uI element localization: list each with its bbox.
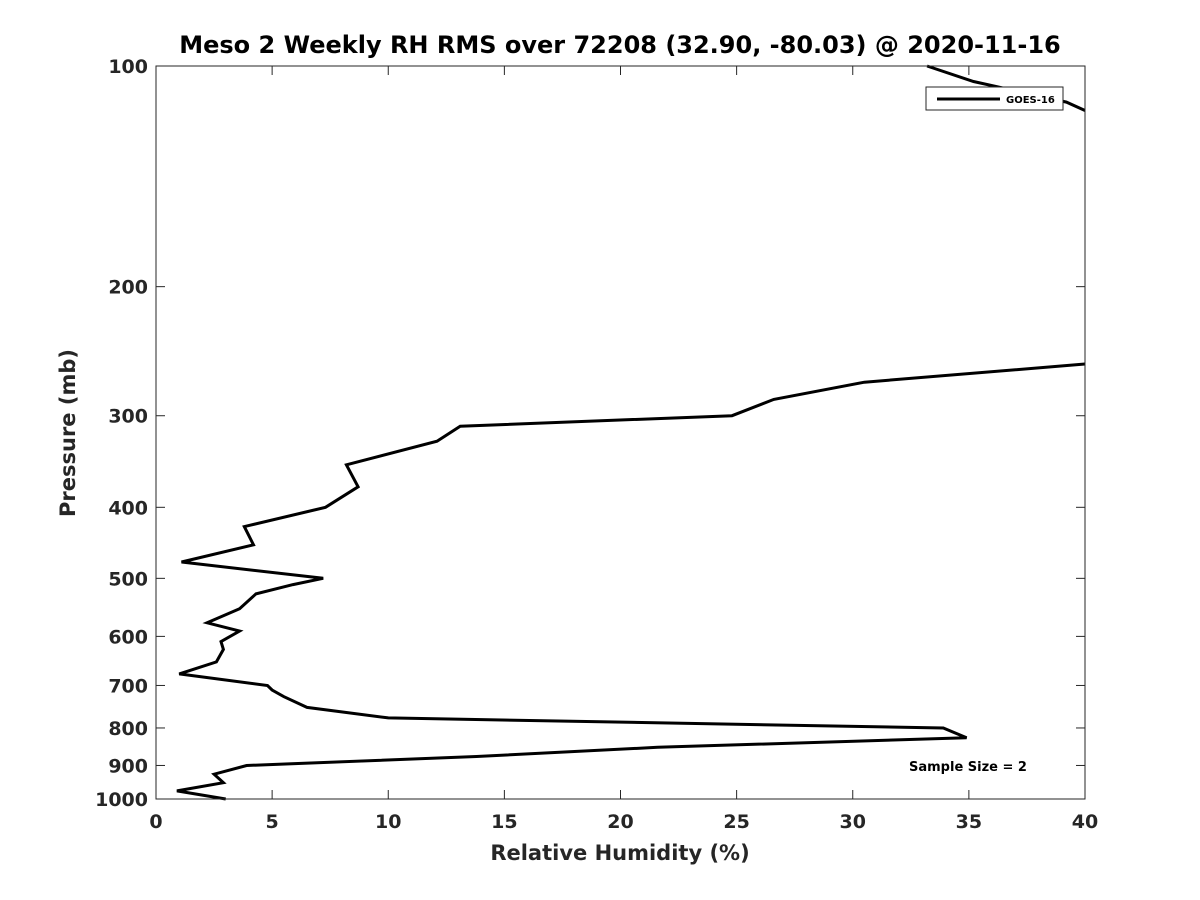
- y-tick-label: 1000: [95, 789, 148, 811]
- y-tick-label: 900: [108, 755, 148, 777]
- y-tick-label: 800: [108, 718, 148, 740]
- axes-frame: [155, 65, 1086, 800]
- series-line-goes16: [176, 362, 1086, 801]
- legend-label-goes16: GOES-16: [1006, 95, 1055, 106]
- legend: GOES-16: [925, 86, 1064, 111]
- x-tick-label: 35: [956, 811, 982, 833]
- y-tick-label: 100: [108, 56, 148, 78]
- x-tick-label: 15: [491, 811, 517, 833]
- y-tick-label: 400: [108, 497, 148, 519]
- x-tick-label: 30: [840, 811, 866, 833]
- x-tick-label: 10: [375, 811, 401, 833]
- y-axis-label: Pressure (mb): [56, 349, 80, 517]
- y-tick-label: 500: [108, 568, 148, 590]
- plot-area: [176, 64, 1086, 801]
- x-tick-label: 0: [149, 811, 162, 833]
- x-tick-label: 40: [1072, 811, 1098, 833]
- y-tick-label: 700: [108, 675, 148, 697]
- sample-size-annotation: Sample Size = 2: [909, 760, 1027, 775]
- y-tick-label: 300: [108, 406, 148, 428]
- y-tick-label: 200: [108, 277, 148, 299]
- y-axis-ticks: 100 200 300 400 500 600 700 800 900 1000: [95, 56, 1085, 811]
- x-axis-ticks: 0 5 10 15 20 25 30 35 40: [149, 66, 1098, 833]
- y-tick-label: 600: [108, 626, 148, 648]
- x-axis-label: Relative Humidity (%): [490, 841, 749, 865]
- x-tick-label: 20: [607, 811, 633, 833]
- x-tick-label: 25: [723, 811, 749, 833]
- x-tick-label: 5: [266, 811, 279, 833]
- chart-title: Meso 2 Weekly RH RMS over 72208 (32.90, …: [179, 31, 1061, 59]
